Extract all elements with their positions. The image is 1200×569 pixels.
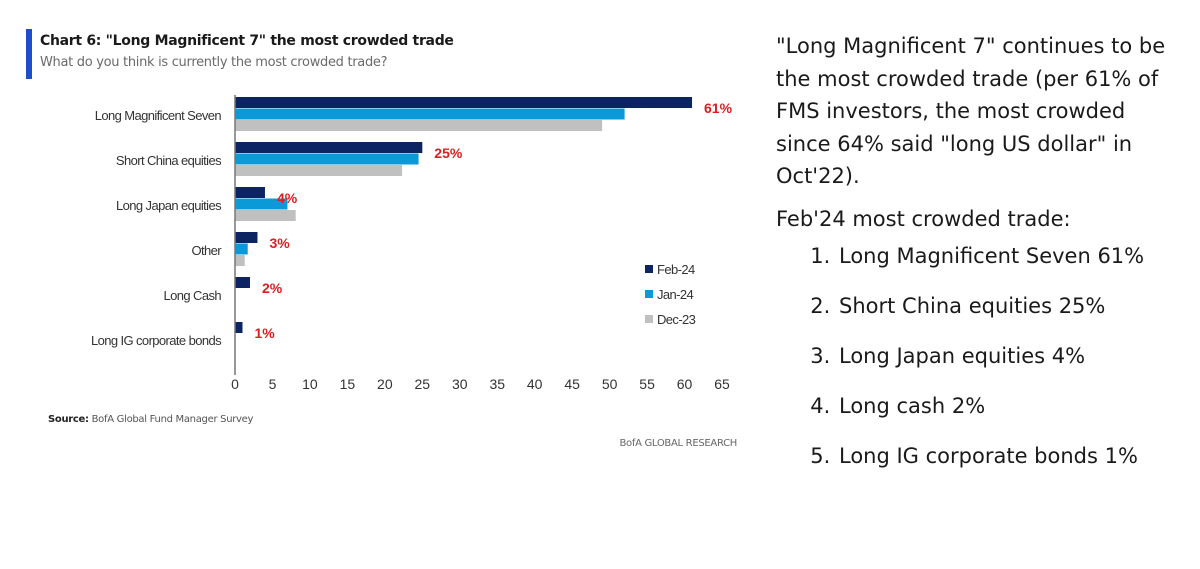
bar-feb-24 — [235, 187, 265, 198]
x-tick-label: 15 — [340, 376, 356, 392]
data-label: 3% — [269, 235, 290, 251]
category-label: Long Cash — [164, 288, 222, 303]
legend-label: Feb-24 — [657, 262, 695, 277]
bar-feb-24 — [235, 142, 423, 153]
legend-swatch — [645, 290, 653, 298]
category-label: Other — [191, 243, 222, 258]
x-tick-label: 35 — [489, 376, 505, 392]
legend-label: Dec-23 — [657, 312, 696, 327]
source-note: Source: BofA Global Fund Manager Survey — [48, 414, 253, 425]
category-label: Short China equities — [116, 153, 222, 168]
bar-jan-24 — [235, 243, 248, 255]
bar-feb-24 — [235, 322, 243, 333]
legend-label: Jan-24 — [657, 287, 694, 302]
bar-chart: Long Magnificent Seven Short China equiti… — [91, 95, 733, 392]
x-tick-label: 25 — [415, 376, 431, 392]
list-item: Long cash 2% — [837, 393, 1186, 419]
x-tick-label: 10 — [302, 376, 318, 392]
data-label: 4% — [277, 190, 298, 206]
source-label: Source: — [48, 414, 89, 425]
category-label: Long IG corporate bonds — [91, 333, 222, 348]
bar-dec-23 — [235, 255, 245, 266]
list-heading: Feb'24 most crowded trade: — [776, 206, 1071, 231]
x-tick-label: 55 — [639, 376, 655, 392]
commentary-panel: "Long Magnificent 7" continues to be the… — [776, 30, 1186, 493]
brand-label: BofA GLOBAL RESEARCH — [619, 438, 737, 449]
x-tick-label: 30 — [452, 376, 468, 392]
bar-dec-23 — [235, 210, 296, 221]
x-tick-label: 50 — [602, 376, 618, 392]
bar-jan-24 — [235, 153, 419, 165]
bar-feb-24 — [235, 97, 693, 108]
x-tick-label: 60 — [677, 376, 693, 392]
title-accent-bar — [26, 29, 32, 79]
data-label: 61% — [704, 100, 733, 116]
x-tick-label: 65 — [714, 376, 730, 392]
category-label: Long Japan equities — [116, 198, 222, 213]
legend-swatch — [645, 265, 653, 273]
chart-title: Chart 6: "Long Magnificent 7" the most c… — [40, 33, 454, 49]
x-tick-label: 20 — [377, 376, 393, 392]
bar-feb-24 — [235, 232, 258, 243]
ranked-trade-list: Long Magnificent Seven 61% Short China e… — [776, 243, 1186, 469]
legend-swatch — [645, 315, 653, 323]
bar-jan-24 — [235, 108, 625, 120]
x-tick-label: 40 — [527, 376, 543, 392]
source-text: BofA Global Fund Manager Survey — [91, 414, 254, 425]
bar-dec-23 — [235, 120, 603, 131]
x-tick-label: 0 — [231, 376, 239, 392]
bar-jan-24 — [235, 198, 288, 210]
chart-subtitle: What do you think is currently the most … — [40, 55, 388, 70]
bar-dec-23 — [235, 165, 403, 176]
x-tick-label: 5 — [269, 376, 277, 392]
list-item: Long IG corporate bonds 1% — [837, 443, 1186, 469]
list-item: Long Magnificent Seven 61% — [837, 243, 1186, 269]
data-label: 25% — [434, 145, 463, 161]
category-label: Long Magnificent Seven — [95, 108, 222, 123]
list-item: Short China equities 25% — [837, 293, 1186, 319]
bar-feb-24 — [235, 277, 250, 288]
data-label: 1% — [254, 325, 275, 341]
commentary-paragraph: "Long Magnificent 7" continues to be the… — [776, 34, 1166, 188]
data-label: 2% — [262, 280, 283, 296]
x-tick-label: 45 — [564, 376, 580, 392]
list-item: Long Japan equities 4% — [837, 343, 1186, 369]
